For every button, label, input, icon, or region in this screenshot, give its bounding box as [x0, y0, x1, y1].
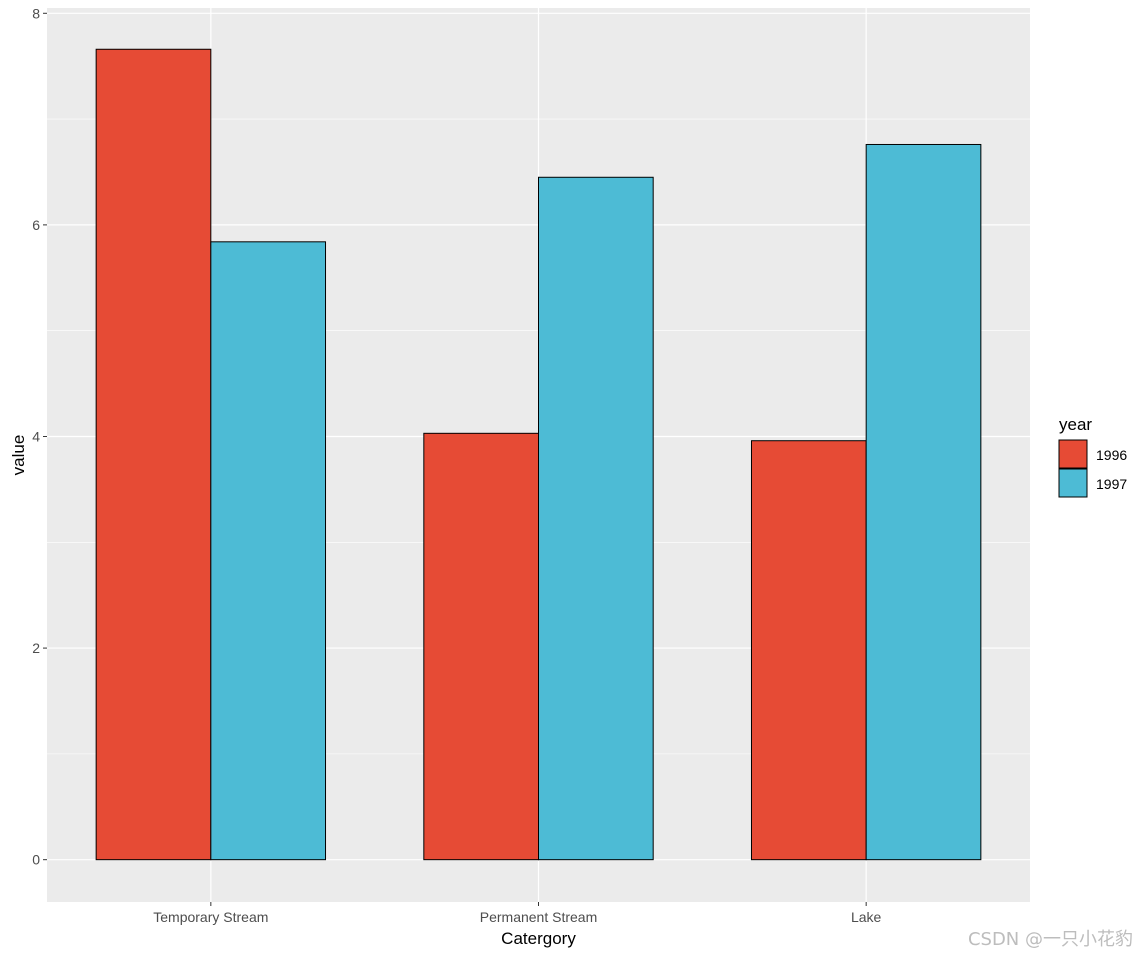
- bars: [95, 48, 982, 861]
- x-axis-title: Catergory: [501, 929, 576, 948]
- bar-1996: [95, 48, 212, 861]
- legend-label: 1996: [1096, 447, 1127, 463]
- x-tick-label: Temporary Stream: [153, 909, 268, 925]
- bar-1997: [538, 176, 654, 861]
- legend-label: 1997: [1096, 476, 1127, 492]
- bar-1996: [423, 432, 540, 861]
- x-tick-label: Lake: [851, 909, 882, 925]
- x-axis: Temporary Stream Permanent Stream Lake: [153, 902, 882, 925]
- bar-1996: [750, 440, 867, 861]
- y-axis: 0 2 4 6 8: [32, 5, 47, 868]
- legend-key-1997: [1058, 468, 1088, 498]
- y-tick-label: 0: [32, 852, 40, 868]
- watermark: CSDN @一只小花豹: [968, 929, 1133, 950]
- y-tick-label: 6: [32, 217, 40, 233]
- y-axis-title: value: [9, 435, 28, 476]
- x-tick-label: Permanent Stream: [480, 909, 598, 925]
- y-tick-label: 2: [32, 640, 40, 656]
- bar-1997: [210, 241, 327, 861]
- y-tick-label: 8: [32, 5, 40, 21]
- legend-key-1996: [1058, 439, 1088, 469]
- bar-1997: [865, 143, 982, 861]
- y-tick-label: 4: [32, 428, 40, 444]
- legend: year 1996 1997: [1058, 415, 1127, 498]
- legend-title: year: [1059, 415, 1092, 434]
